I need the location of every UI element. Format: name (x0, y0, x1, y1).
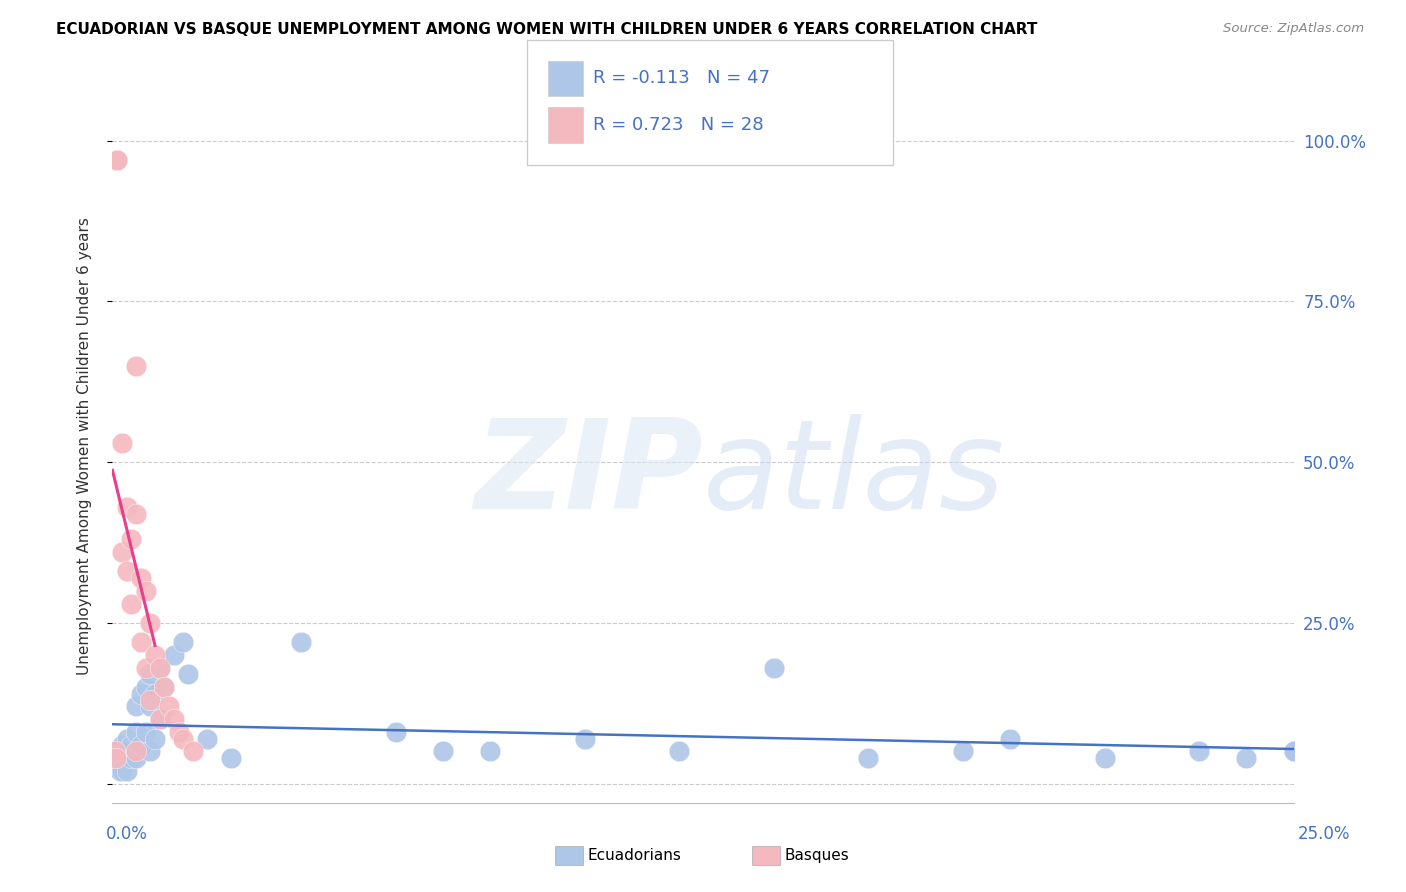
Point (143, 686, 166, 700)
Point (172, 635, 194, 649)
Point (135, 661, 157, 675)
Point (107, 744, 129, 758)
Point (149, 712, 172, 726)
Text: Basques: Basques (785, 848, 849, 863)
Point (574, 731, 596, 746)
Point (143, 731, 166, 746)
Point (143, 648, 166, 662)
Point (120, 597, 142, 611)
Point (163, 712, 186, 726)
Point (125, 744, 148, 758)
Text: ECUADORIAN VS BASQUE UNEMPLOYMENT AMONG WOMEN WITH CHILDREN UNDER 6 YEARS CORREL: ECUADORIAN VS BASQUE UNEMPLOYMENT AMONG … (56, 22, 1038, 37)
Point (120, 738, 142, 752)
Point (139, 699, 162, 714)
Point (139, 744, 162, 758)
Point (149, 661, 172, 675)
Point (105, 751, 128, 765)
Point (153, 680, 176, 694)
Point (111, 751, 134, 765)
Point (111, 545, 134, 559)
Point (172, 731, 194, 746)
Point (129, 635, 152, 649)
Point (290, 635, 312, 649)
Point (104, 744, 127, 758)
Point (998, 731, 1021, 746)
Point (163, 648, 186, 662)
Point (105, 153, 128, 167)
Point (139, 667, 162, 681)
Point (219, 751, 242, 765)
Point (1282, 744, 1305, 758)
Point (177, 667, 200, 681)
Point (479, 744, 502, 758)
Point (125, 751, 148, 765)
Point (139, 615, 162, 630)
Text: atlas: atlas (703, 414, 1005, 535)
Point (668, 744, 690, 758)
Text: 25.0%: 25.0% (1298, 825, 1350, 843)
Point (125, 725, 148, 739)
Point (952, 744, 974, 758)
Point (762, 661, 785, 675)
Point (111, 738, 134, 752)
Point (120, 751, 142, 765)
Point (149, 661, 172, 675)
Point (129, 686, 152, 700)
Point (135, 680, 157, 694)
Point (129, 738, 152, 752)
Point (129, 571, 152, 585)
Point (1234, 751, 1257, 765)
Point (120, 533, 142, 547)
Point (135, 725, 157, 739)
Point (139, 693, 162, 707)
Point (105, 153, 128, 167)
Point (111, 435, 134, 450)
Point (125, 507, 148, 521)
Point (181, 744, 204, 758)
Point (115, 744, 138, 758)
Text: Source: ZipAtlas.com: Source: ZipAtlas.com (1223, 22, 1364, 36)
Point (135, 583, 157, 598)
Point (858, 751, 880, 765)
Text: ZIP: ZIP (474, 414, 703, 535)
Point (385, 725, 408, 739)
Point (115, 764, 138, 778)
Point (105, 757, 128, 772)
Point (157, 699, 180, 714)
Point (111, 764, 134, 778)
Point (125, 359, 148, 373)
Point (105, 751, 128, 765)
Text: R = 0.723   N = 28: R = 0.723 N = 28 (593, 116, 763, 134)
Point (195, 731, 218, 746)
Point (153, 680, 176, 694)
Y-axis label: Unemployment Among Women with Children Under 6 years: Unemployment Among Women with Children U… (77, 217, 91, 675)
Point (115, 500, 138, 514)
Text: Ecuadorians: Ecuadorians (588, 848, 682, 863)
Text: 0.0%: 0.0% (105, 825, 148, 843)
Point (167, 725, 190, 739)
Point (1188, 744, 1211, 758)
Point (1282, 744, 1305, 758)
Point (125, 699, 148, 714)
Text: R = -0.113   N = 47: R = -0.113 N = 47 (593, 70, 770, 87)
Point (108, 764, 131, 778)
Point (1094, 751, 1116, 765)
Point (115, 565, 138, 579)
Point (149, 712, 172, 726)
Point (115, 731, 138, 746)
Point (432, 744, 454, 758)
